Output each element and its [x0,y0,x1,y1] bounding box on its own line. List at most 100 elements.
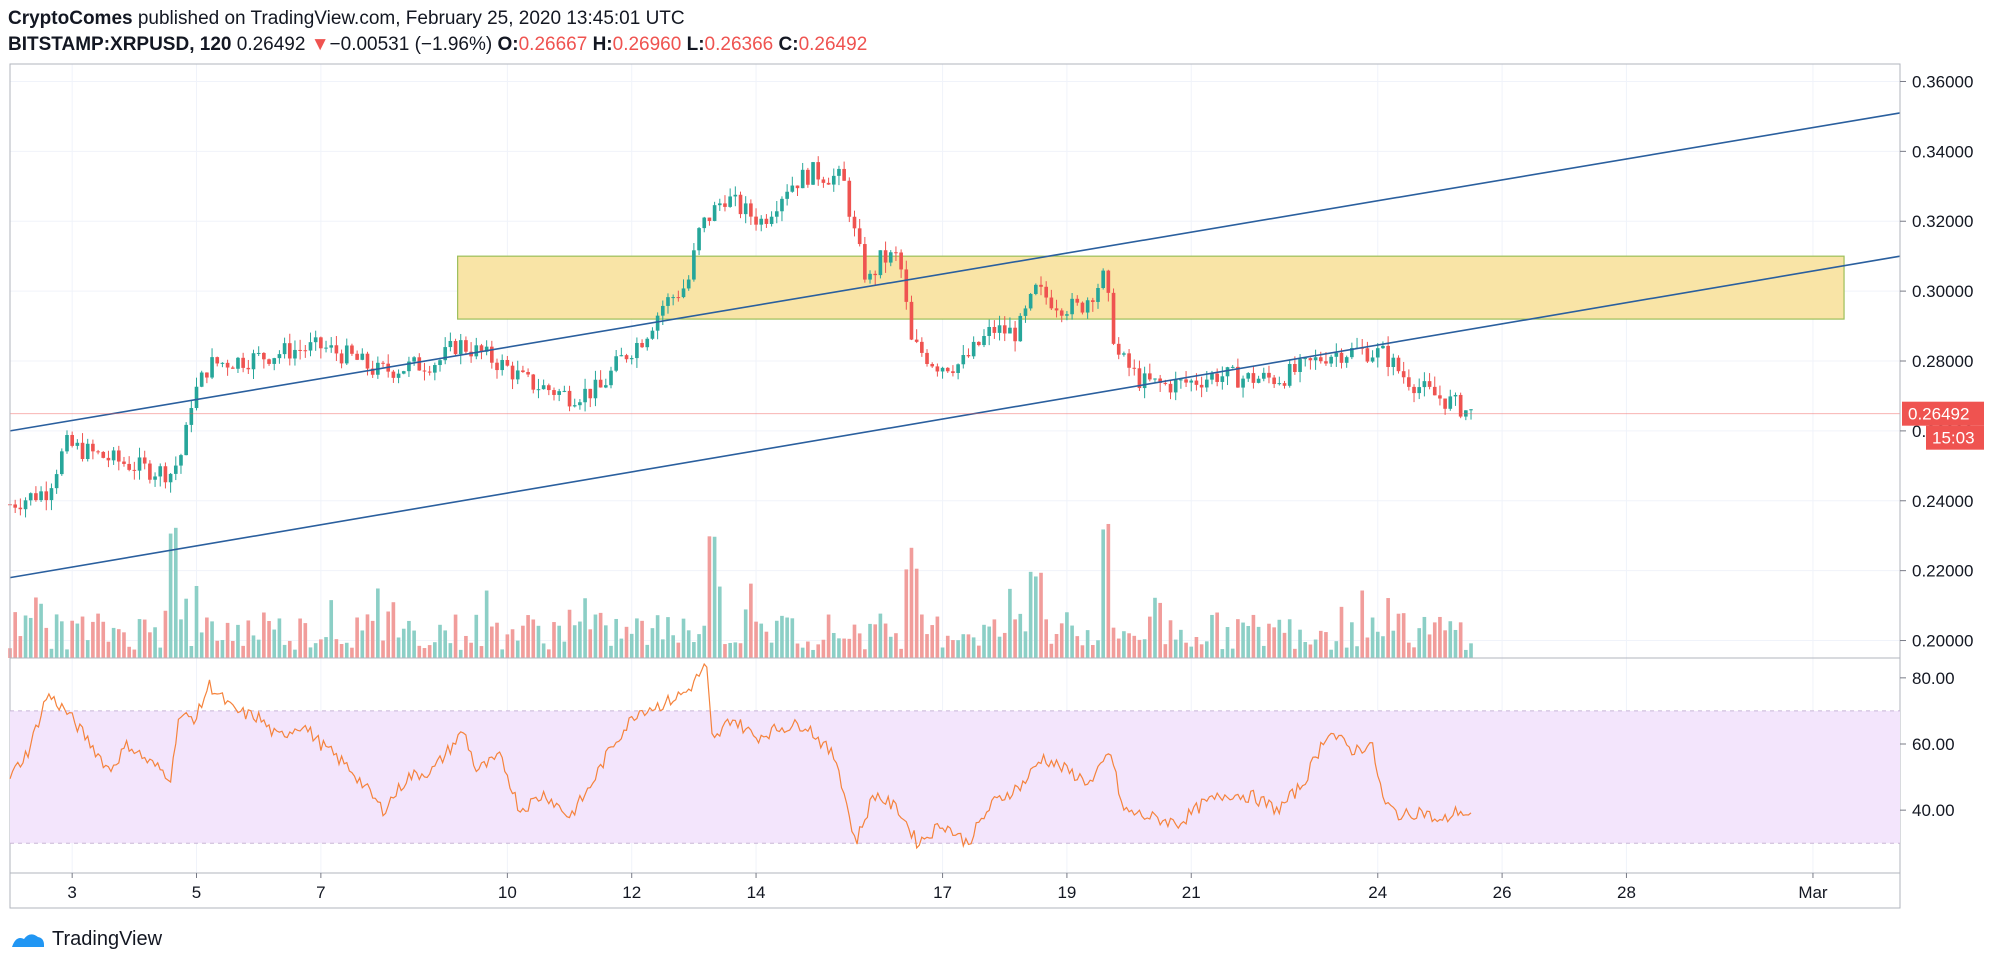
candle-body [484,346,489,352]
volume-bar [1282,632,1287,658]
volume-bar [85,640,90,658]
volume-bar [1443,630,1447,658]
volume-bar [826,614,831,658]
volume-bar [1448,621,1453,658]
candle-body [1013,327,1017,342]
volume-bar [401,628,406,658]
volume-bar [603,625,608,658]
candle-body [609,370,613,386]
volume-bar [1065,612,1069,658]
x-tick-label: 3 [67,883,76,902]
volume-bar [992,619,997,658]
x-tick-label: 17 [933,883,952,902]
volume-bar [122,632,126,658]
candle-body [707,217,712,221]
y-tick-label: 0.30000 [1912,282,1973,301]
volume-bar [635,618,639,658]
candle-body [1256,378,1261,383]
volume-bar [500,649,505,658]
volume-bar [376,588,380,658]
candle-body [453,340,458,355]
volume-bar [515,640,520,658]
candle-body [163,466,168,483]
volume-bar [868,623,872,658]
volume-bar [199,632,204,658]
volume-bar [153,627,157,658]
volume-bar [1122,631,1126,658]
candle-body [1220,376,1225,382]
volume-bar [458,649,463,658]
volume-bar [137,619,142,658]
author-name[interactable]: CryptoComes [8,8,133,29]
volume-bar [552,622,556,658]
candle-body [23,500,28,510]
volume-bar [904,569,909,658]
volume-bar [277,618,282,658]
candle-body [230,367,235,369]
volume-bar [749,583,753,658]
price-change: −0.00531 (−1.96%) [329,34,493,55]
candle-body [1101,270,1105,289]
volume-bar [831,632,836,658]
candle-body [1272,377,1276,385]
candle-body [650,330,655,339]
candle-body [324,347,328,349]
y-tick-label: 0.36000 [1912,72,1973,91]
volume-bar [1417,628,1422,658]
candle-body [1396,357,1401,372]
x-tick-label: 14 [747,883,766,902]
chart-header: CryptoComes published on TradingView.com… [8,6,867,58]
volume-bar [324,637,328,658]
volume-bar [407,620,411,658]
volume-bar [241,645,245,658]
candle-body [210,357,214,378]
candle-body [199,372,204,387]
candle-body [764,218,769,224]
volume-bar [1298,629,1302,658]
candle-body [505,359,510,366]
candle-body [733,194,738,197]
volume-bar [1153,597,1157,658]
candle-body [956,364,960,373]
volume-bar [754,621,758,658]
candle-body [1350,348,1354,358]
candle-body [899,252,903,270]
volume-bar [106,641,111,658]
volume-bar [422,648,427,658]
volume-bar [1236,619,1240,658]
candle-body [1153,378,1157,380]
volume-bar [1194,636,1199,658]
candle-body [132,469,137,471]
volume-bar [505,634,510,658]
volume-bar [1272,627,1276,658]
tradingview-footer[interactable]: TradingView [10,928,162,951]
candle-body [826,182,831,185]
candle-body [1287,364,1292,386]
x-tick-label: 7 [316,883,325,902]
rsi-tick-label: 40.00 [1912,801,1955,820]
volume-bar [1168,620,1173,658]
candle-body [982,335,986,346]
candle-body [785,191,789,199]
volume-bar [101,621,106,658]
candle-body [308,342,313,351]
volume-bar [572,625,577,658]
volume-bar [111,627,116,658]
candle-body [158,466,163,477]
volume-bar [453,614,458,658]
volume-bar [329,600,334,658]
candle-body [536,389,541,391]
candle-body [1168,383,1173,393]
candle-body [863,244,867,280]
candle-body [293,349,297,359]
candle-body [723,203,727,207]
candle-body [645,338,650,348]
volume-bar [18,636,23,658]
candle-body [101,451,106,458]
candle-body [396,373,401,378]
candle-body [1293,364,1297,372]
symbol-label[interactable]: BITSTAMP:XRPUSD, 120 [8,34,232,55]
candle-body [930,363,935,367]
x-tick-label: 26 [1493,883,1512,902]
